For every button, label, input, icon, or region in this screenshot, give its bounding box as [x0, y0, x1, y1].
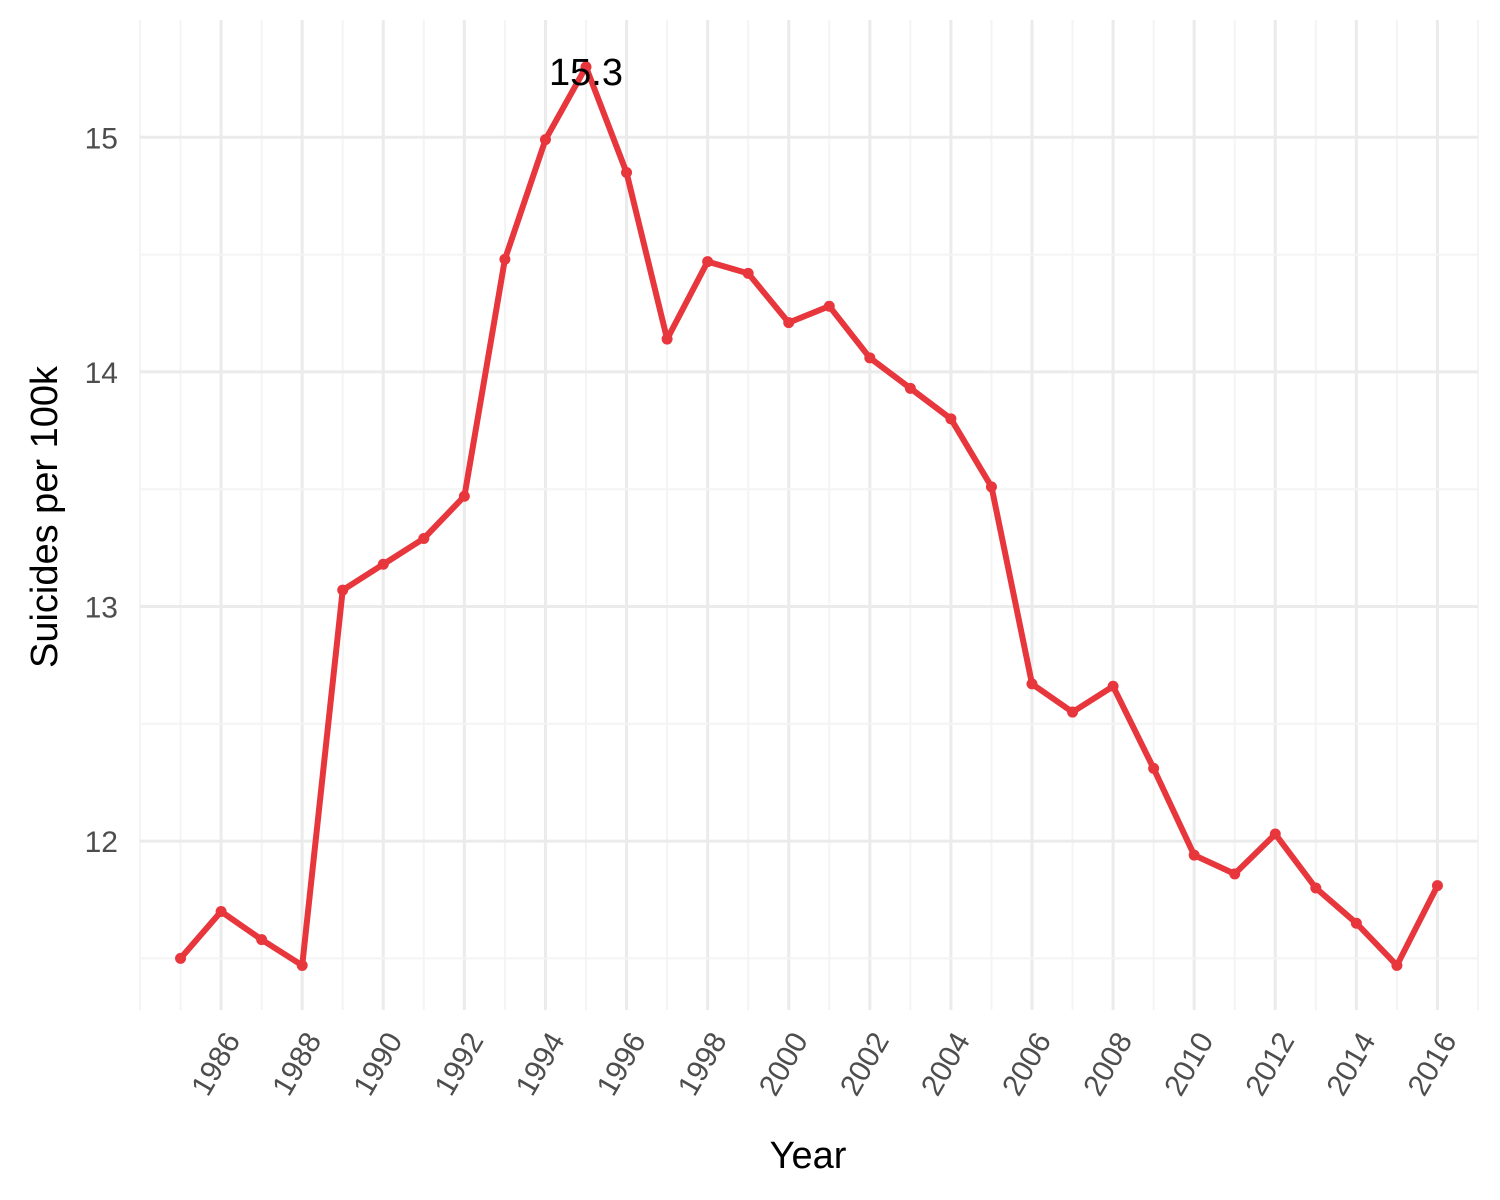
data-point [296, 959, 308, 971]
y-tick-label: 14 [85, 357, 118, 390]
data-point [580, 61, 592, 73]
data-point [904, 382, 916, 394]
x-tick-label: 1990 [347, 1027, 409, 1101]
x-tick-label: 2016 [1402, 1027, 1464, 1101]
data-point [1350, 917, 1362, 929]
x-axis-tick-labels: 1986 1988 1990 1992 1994 1996 1998 2000 2002 2004… [185, 1027, 1463, 1101]
data-point [783, 317, 795, 329]
series [175, 61, 1443, 971]
data-point [1148, 762, 1160, 774]
x-tick-label: 2010 [1158, 1027, 1220, 1101]
data-point [1188, 849, 1200, 861]
data-point [661, 333, 673, 345]
data-point [418, 532, 430, 544]
x-tick-label: 2002 [834, 1027, 896, 1101]
data-point [1431, 880, 1443, 892]
data-point [823, 300, 835, 312]
data-point [1107, 680, 1119, 692]
series-line [177, 63, 1441, 969]
data-point [175, 952, 187, 964]
data-point [458, 490, 470, 502]
x-axis-title: Year [770, 1135, 847, 1177]
data-point [539, 134, 551, 146]
x-tick-label: 1998 [672, 1027, 734, 1101]
annotations: 15.3 [549, 52, 623, 94]
y-tick-label: 12 [85, 826, 118, 859]
x-tick-label: 1986 [185, 1027, 247, 1101]
data-point [337, 584, 349, 596]
data-point [1310, 882, 1322, 894]
y-tick-label: 13 [85, 591, 118, 624]
x-tick-label: 2008 [1077, 1027, 1139, 1101]
data-point [985, 481, 997, 493]
data-label: 15.3 [549, 52, 623, 94]
data-point [1391, 959, 1403, 971]
y-axis-title: Suicides per 100k [24, 365, 66, 668]
x-tick-label: 2004 [915, 1027, 977, 1101]
data-point [1229, 868, 1241, 880]
x-tick-label: 2012 [1239, 1027, 1301, 1101]
data-point [499, 253, 511, 265]
data-point [945, 413, 957, 425]
data-point [215, 905, 227, 917]
x-tick-label: 1988 [266, 1027, 328, 1101]
data-point [256, 934, 268, 946]
data-point [621, 166, 633, 178]
data-point [1269, 828, 1281, 840]
data-point [742, 267, 754, 279]
data-point [864, 352, 876, 364]
x-tick-label: 2006 [996, 1027, 1058, 1101]
data-point [377, 558, 389, 570]
data-point [702, 256, 714, 268]
y-tick-label: 15 [85, 122, 118, 155]
x-tick-label: 1992 [428, 1027, 490, 1101]
data-point [1026, 678, 1038, 690]
x-tick-label: 2014 [1320, 1027, 1382, 1101]
y-axis-tick-labels: 12 13 14 15 [85, 122, 118, 859]
gridlines [139, 20, 1479, 1010]
x-tick-label: 1994 [510, 1027, 572, 1101]
data-point [1067, 706, 1079, 718]
x-tick-label: 1996 [591, 1027, 653, 1101]
x-tick-label: 2000 [753, 1027, 815, 1101]
